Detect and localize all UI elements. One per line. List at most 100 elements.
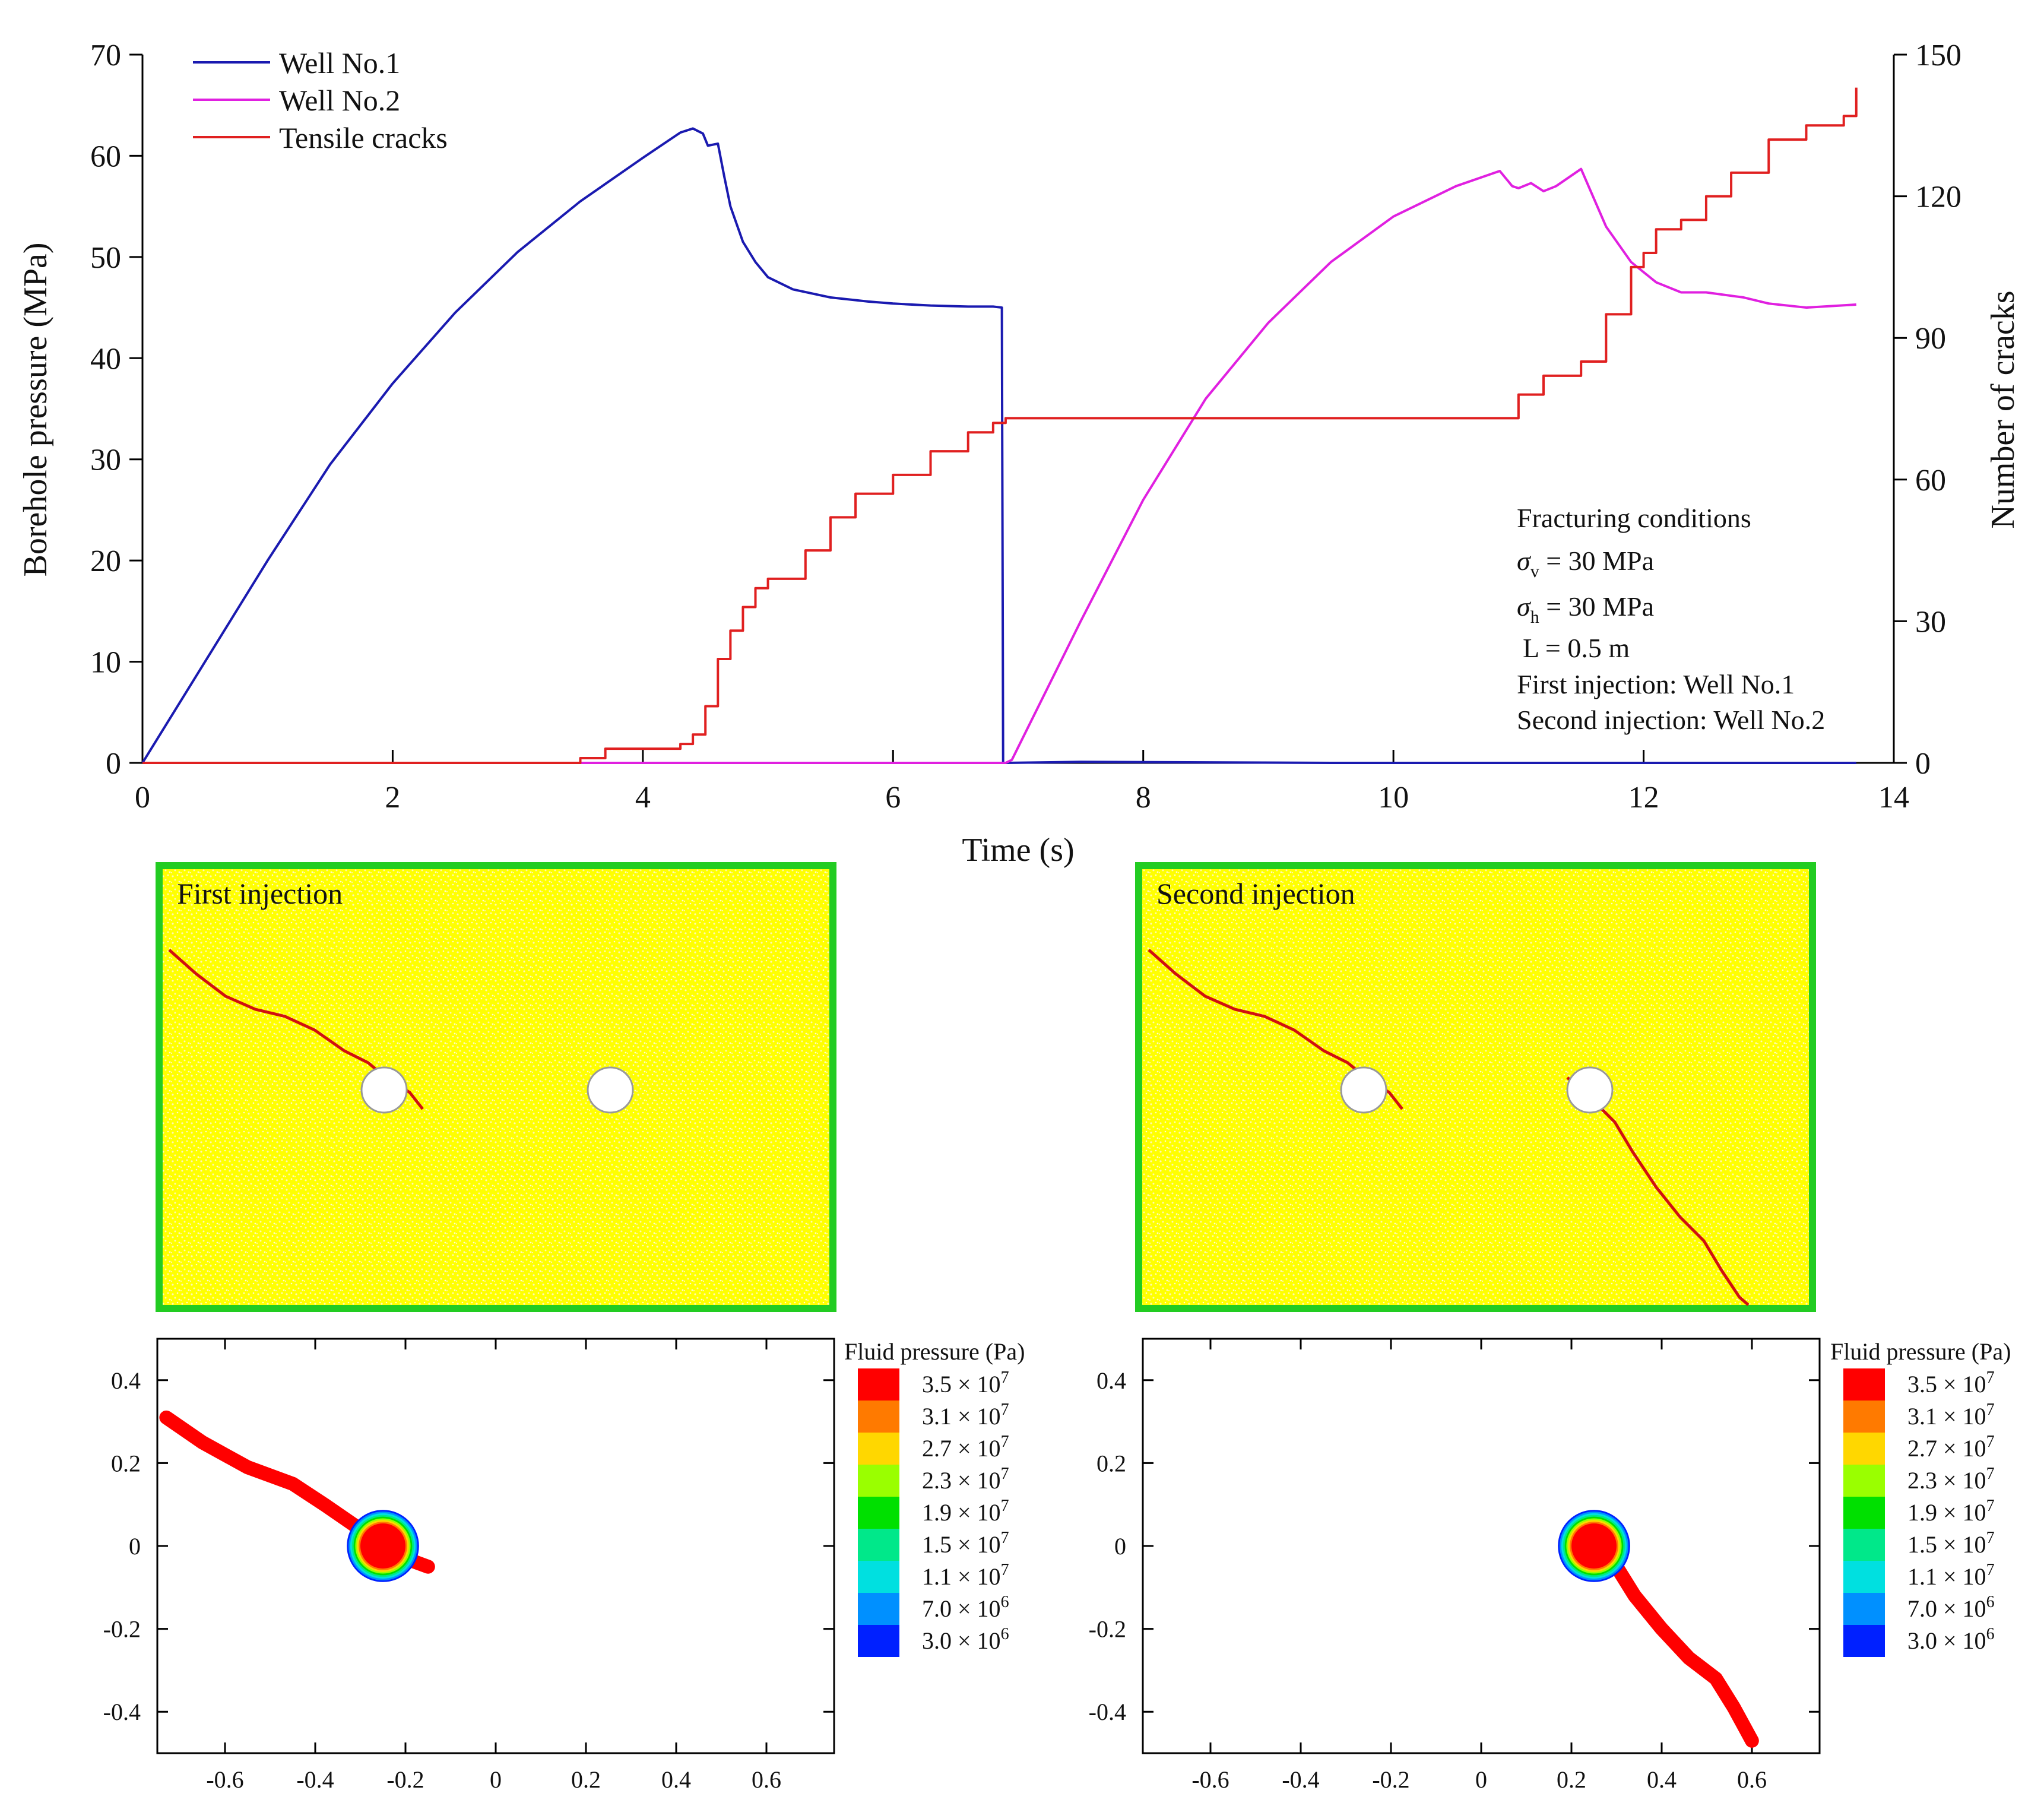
- second-panel-crack-2: [1566, 1076, 1750, 1306]
- colorbar-swatch: [1843, 1368, 1885, 1401]
- colorbar-swatch: [1843, 1593, 1885, 1625]
- legend: Well No.1 Well No.2 Tensile cracks: [193, 46, 448, 154]
- colorbar-second: Fluid pressure (Pa) 3.5 × 107 3.1 × 107 2.…: [1830, 1338, 2011, 1657]
- y-tick-label: 60: [90, 140, 121, 173]
- y-tick-label: -0.4: [103, 1699, 141, 1725]
- x-tick-label: 6: [885, 781, 901, 815]
- x-tick-label: 0: [490, 1766, 502, 1793]
- sigma-h-line: σh = 30 MPa: [1517, 591, 1654, 627]
- colorbar-swatch: [858, 1401, 899, 1433]
- conditions-title: Fracturing conditions: [1517, 503, 1751, 533]
- colorbar-title: Fluid pressure (Pa): [844, 1338, 1025, 1365]
- x-tick-label: 0.2: [1557, 1766, 1586, 1793]
- colorbar-swatch: [858, 1593, 899, 1625]
- colorbar-label: 2.7 × 107: [922, 1433, 1009, 1462]
- y-tick-label: 70: [90, 39, 121, 72]
- y-tick-label: 0.2: [111, 1450, 141, 1477]
- y-tick-label: 0: [1114, 1533, 1126, 1560]
- colorbar-swatch: [858, 1465, 899, 1497]
- y2-tick-label: 120: [1915, 180, 1961, 214]
- x-tick-label: 0: [135, 781, 150, 815]
- conditions-annotation: Fracturing conditions σv = 30 MPa σh = 3…: [1517, 503, 1825, 735]
- colorbar-label: 1.9 × 107: [1907, 1497, 1995, 1526]
- y2-tick-label: 90: [1915, 322, 1946, 356]
- colorbar-swatch: [1843, 1561, 1885, 1593]
- colorbar-swatch: [1843, 1529, 1885, 1561]
- series-line-tensile-cracks: [142, 87, 1858, 764]
- first-injection-panel: First injection: [156, 862, 836, 1312]
- sigma-v-value: = 30 MPa: [1539, 546, 1654, 576]
- well-1-borehole-second: [1340, 1066, 1387, 1114]
- y-tick-label: 0: [129, 1533, 141, 1560]
- colorbar-label: 1.5 × 107: [1907, 1529, 1995, 1558]
- colorbar-label: 3.0 × 106: [922, 1625, 1009, 1654]
- series-line-well-no-1: [141, 127, 1856, 764]
- colorbar-label: 7.0 × 106: [1907, 1593, 1995, 1622]
- colorbar-label: 3.5 × 107: [1907, 1368, 1995, 1398]
- x-tick-label: 0.4: [1647, 1766, 1677, 1793]
- y-tick-label: 10: [90, 646, 121, 680]
- colorbar-swatch: [858, 1368, 899, 1401]
- colorbar-swatch: [858, 1433, 899, 1465]
- colorbar-title: Fluid pressure (Pa): [1830, 1338, 2011, 1365]
- colorbar-first: Fluid pressure (Pa) 3.5 × 107 3.1 × 107 2.…: [844, 1338, 1025, 1657]
- sigma-h-value: = 30 MPa: [1539, 591, 1654, 622]
- colorbar-label: 3.1 × 107: [922, 1401, 1009, 1430]
- y2-tick-label: 150: [1915, 39, 1961, 72]
- y-tick-label: 0.2: [1097, 1450, 1126, 1477]
- length-line: L = 0.5 m: [1523, 633, 1630, 663]
- y2-tick-label: 30: [1915, 605, 1946, 639]
- colorbar-label: 3.5 × 107: [922, 1368, 1009, 1398]
- colorbar-swatch: [858, 1497, 899, 1529]
- pressure-core-ring: [1571, 1523, 1617, 1569]
- pressure-core-ring: [360, 1523, 405, 1569]
- y-tick-label: 30: [90, 443, 121, 477]
- colorbar-label: 1.9 × 107: [922, 1497, 1009, 1526]
- colorbar-swatch: [858, 1529, 899, 1561]
- colorbar-swatch: [1843, 1433, 1885, 1465]
- y-tick-label: 0.4: [1097, 1367, 1126, 1394]
- x-tick-label: -0.2: [1372, 1766, 1409, 1793]
- legend-label-well-2: Well No.2: [279, 84, 400, 117]
- y-tick-label: -0.2: [103, 1616, 141, 1643]
- x-tick-label: 4: [635, 781, 651, 815]
- first-injection-label: First injection: [177, 877, 343, 910]
- x-tick-label: 0.6: [752, 1766, 781, 1793]
- x-tick-label: 2: [385, 781, 400, 815]
- x-tick-label: -0.4: [1282, 1766, 1319, 1793]
- y2-tick-label: 0: [1915, 747, 1931, 781]
- x-tick-label: 0.6: [1737, 1766, 1767, 1793]
- colorbar-swatch: [1843, 1497, 1885, 1529]
- series-line-well-no-2: [142, 167, 1856, 764]
- colorbar-label: 1.1 × 107: [1907, 1561, 1995, 1590]
- x-tick-label: 12: [1628, 781, 1659, 815]
- colorbar-label: 2.3 × 107: [1907, 1465, 1995, 1494]
- x-tick-label: 14: [1878, 781, 1909, 815]
- colorbar-label: 3.0 × 106: [1907, 1625, 1995, 1654]
- y-tick-label: 0: [106, 747, 121, 781]
- x-tick-label: -0.6: [1191, 1766, 1229, 1793]
- sigma-v-line: σv = 30 MPa: [1517, 546, 1654, 581]
- x-tick-label: -0.4: [296, 1766, 334, 1793]
- x-tick-label: 8: [1136, 781, 1151, 815]
- x-axis-label: Time (s): [962, 832, 1074, 869]
- y-tick-label: 0.4: [111, 1367, 141, 1394]
- colorbar-swatch: [1843, 1401, 1885, 1433]
- colorbar-label: 2.7 × 107: [1907, 1433, 1995, 1462]
- second-injection-line: Second injection: Well No.2: [1517, 705, 1825, 735]
- first-injection-contour: -0.6 -0.4 -0.2 0 0.2 0.4 0.6 -0.4 -0.2 0 0.2 0.4: [103, 1338, 835, 1793]
- x-tick-label: -0.6: [206, 1766, 243, 1793]
- y-tick-label: 20: [90, 544, 121, 578]
- colorbar-label: 1.5 × 107: [922, 1529, 1009, 1558]
- y2-tick-label: 60: [1915, 464, 1946, 498]
- colorbar-label: 7.0 × 106: [922, 1593, 1009, 1622]
- x-tick-label: 0.4: [661, 1766, 691, 1793]
- plot-frame: [156, 1338, 835, 1754]
- x-tick-label: 10: [1378, 781, 1409, 815]
- well-2-borehole-second: [1566, 1066, 1614, 1114]
- line-chart: 0 2 4 6 8 10 12 140102030405060700306090120150 …: [17, 39, 2021, 869]
- second-injection-panel: Second injection: [1135, 862, 1816, 1312]
- second-injection-contour: -0.6 -0.4 -0.2 0 0.2 0.4 0.6 -0.4 -0.2 0 0.2 0.4: [1089, 1338, 1821, 1793]
- series-lines: [141, 87, 1858, 764]
